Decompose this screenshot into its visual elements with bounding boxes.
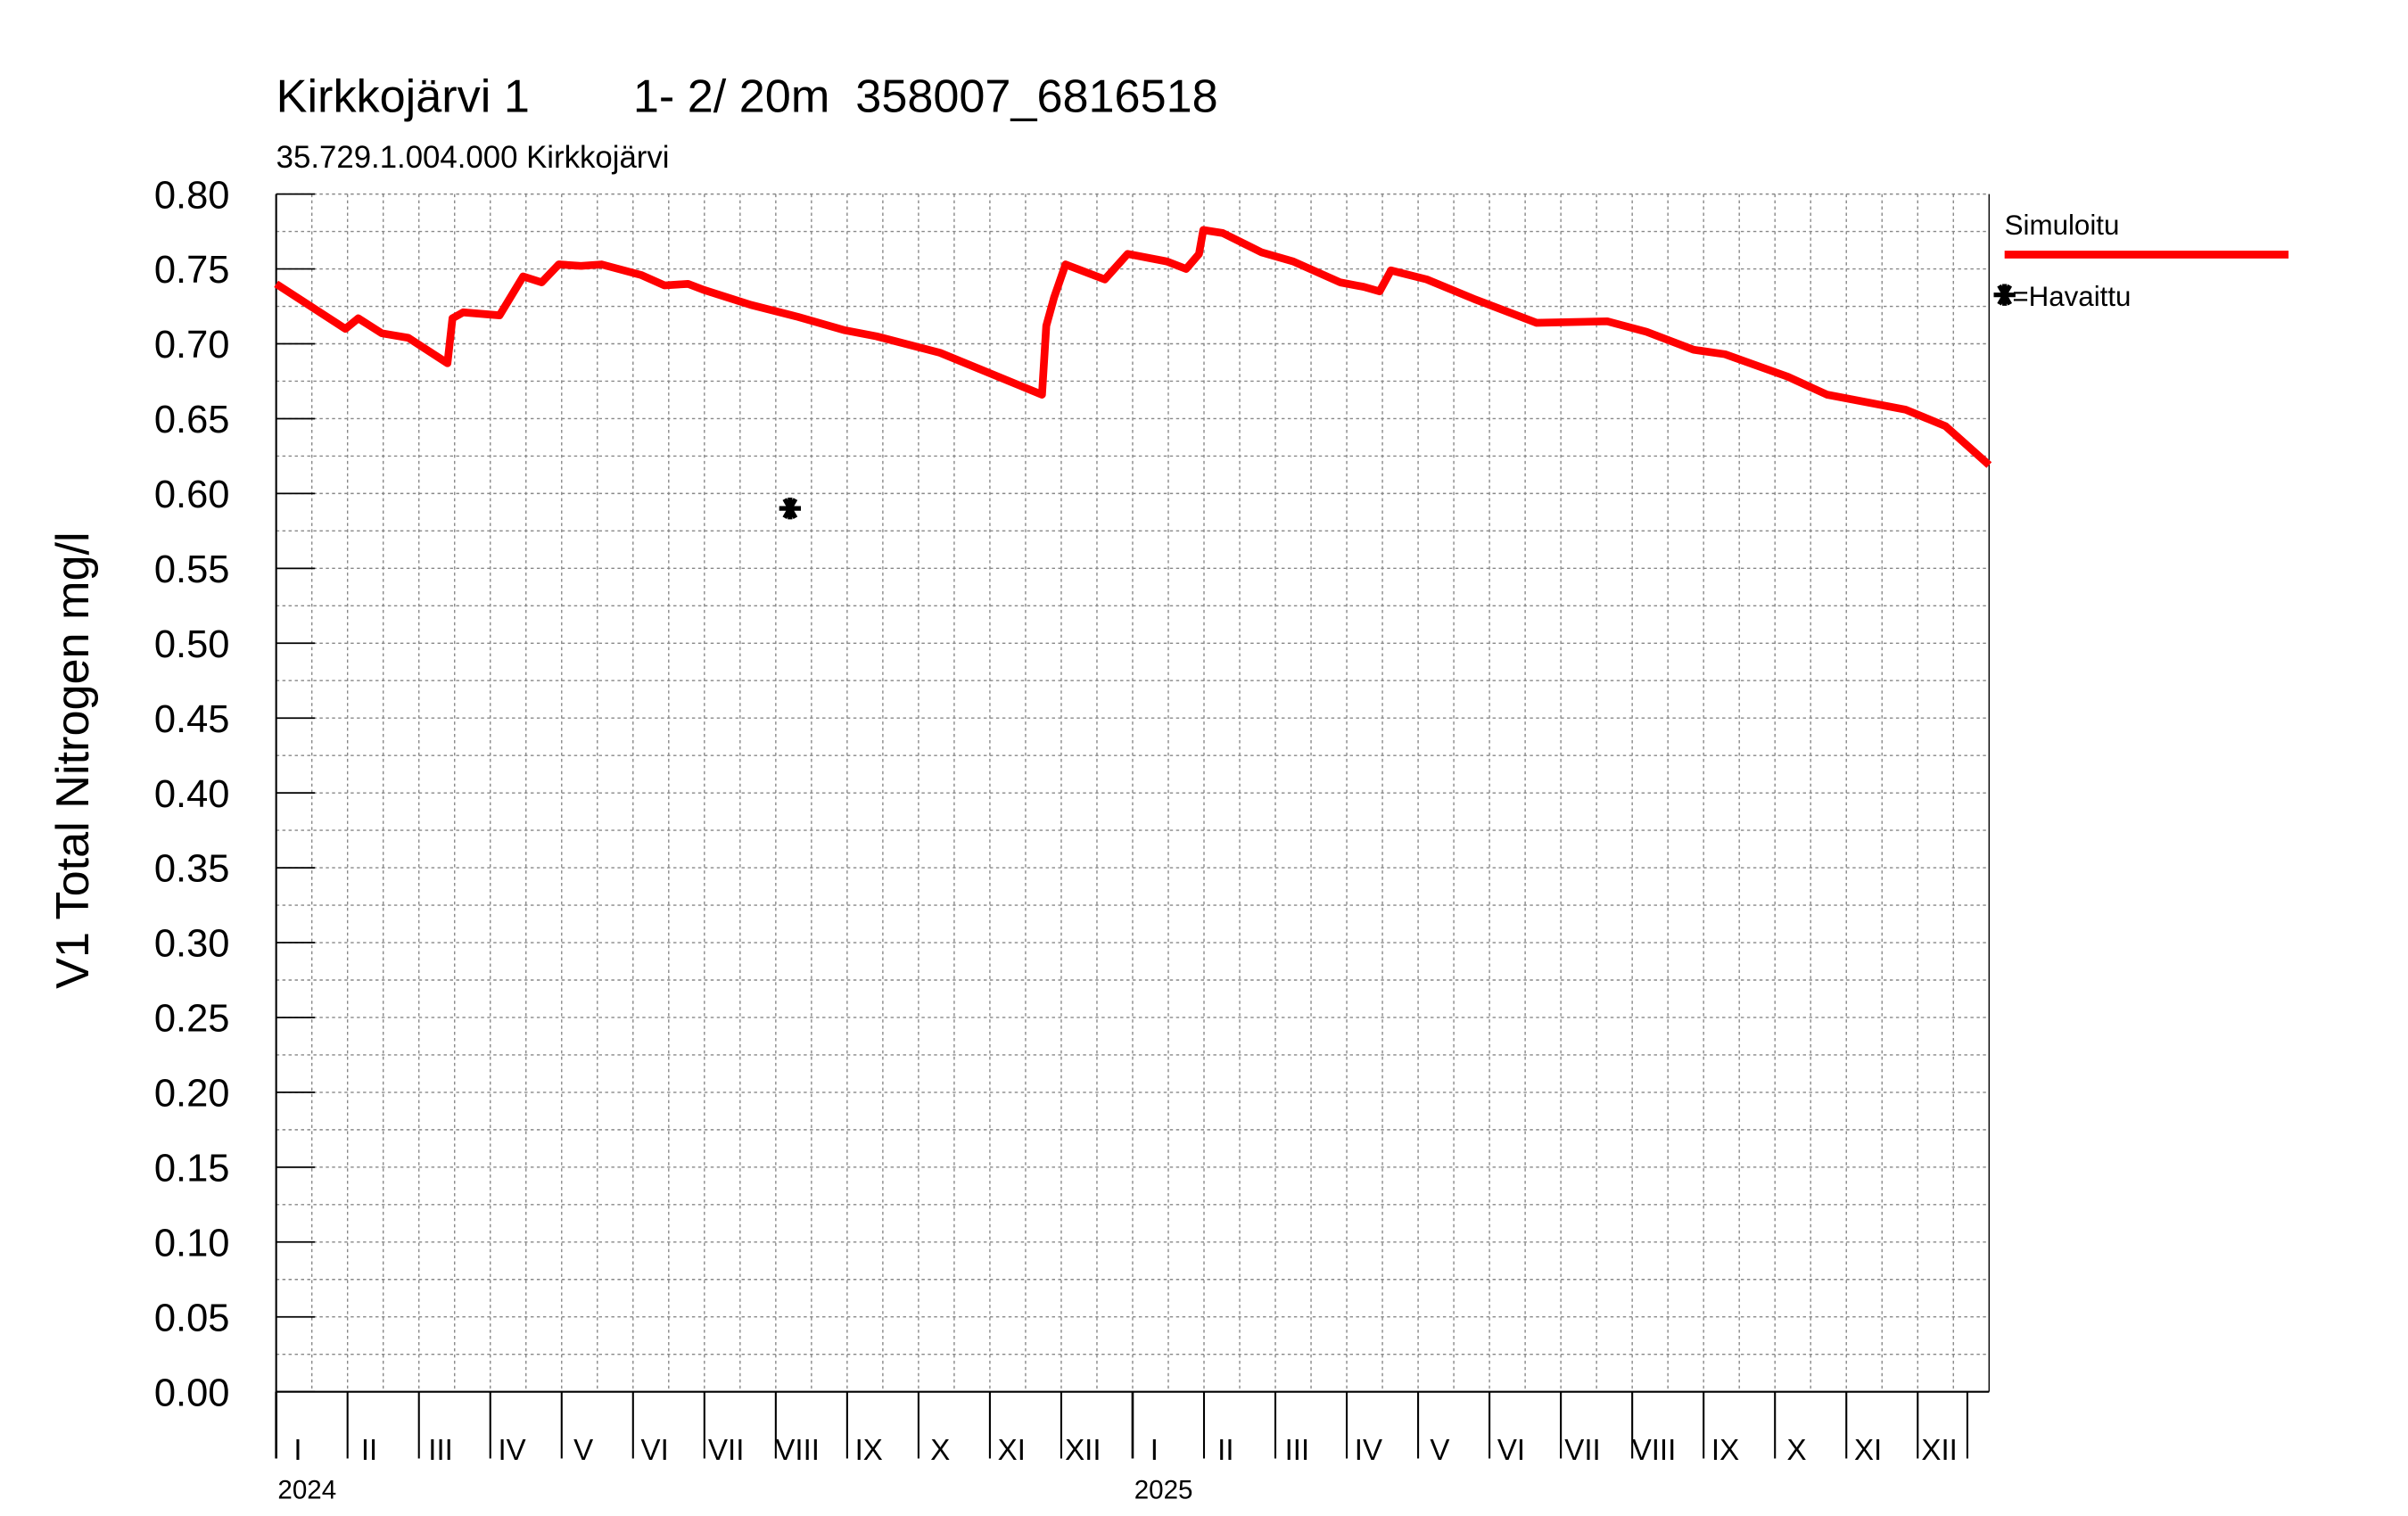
observation-marker [779, 497, 802, 520]
x-tick-label: III [428, 1434, 453, 1467]
y-tick-label: 0.50 [154, 623, 230, 666]
legend-label: Simuloitu [2005, 210, 2120, 241]
y-tick-label: 0.45 [154, 698, 230, 741]
x-tick-label: V [1430, 1434, 1449, 1467]
y-tick-label: 0.70 [154, 324, 230, 367]
x-tick-label: X [930, 1434, 950, 1467]
x-tick-label: XI [1854, 1434, 1882, 1467]
y-tick-label: 0.25 [154, 998, 230, 1041]
y-tick-label: 0.10 [154, 1222, 230, 1265]
y-tick-label: 0.65 [154, 399, 230, 441]
x-tick-label: X [1787, 1434, 1807, 1467]
y-tick-label: 0.35 [154, 848, 230, 891]
y-tick-label: 0.55 [154, 548, 230, 591]
y-axis-label: V1 Total Nitrogen mg/l [47, 531, 99, 988]
year-label: 2025 [1134, 1476, 1193, 1505]
x-tick-label: II [361, 1434, 377, 1467]
series-line [274, 226, 1992, 468]
y-tick-label: 0.20 [154, 1073, 230, 1116]
x-tick-label: IV [1355, 1434, 1382, 1467]
x-tick-label: V [573, 1434, 593, 1467]
y-tick-label: 0.00 [154, 1372, 230, 1414]
x-tick-label: VII [708, 1434, 744, 1467]
x-tick-label: VII [1564, 1434, 1600, 1467]
y-tick-label: 0.05 [154, 1297, 230, 1339]
x-tick-label: VI [1497, 1434, 1525, 1467]
chart-title: Kirkkojärvi 1 1- 2/ 20m 358007_6816518 [276, 70, 1218, 122]
y-tick-label: 0.40 [154, 773, 230, 816]
x-tick-label: VIII [775, 1434, 820, 1467]
x-tick-label: II [1217, 1434, 1233, 1467]
x-tick-label: I [293, 1434, 301, 1467]
x-tick-label: XII [1921, 1434, 1957, 1467]
chart-subtitle: 35.729.1.004.000 Kirkkojärvi [276, 141, 670, 175]
x-tick-label: I [1150, 1434, 1159, 1467]
x-tick-label: XII [1065, 1434, 1101, 1467]
y-tick-label: 0.75 [154, 249, 230, 292]
x-tick-label: IX [1711, 1434, 1739, 1467]
observation-marker [1993, 284, 2016, 306]
y-tick-label: 0.15 [154, 1148, 230, 1191]
x-tick-label: VI [641, 1434, 669, 1467]
year-label: 2024 [277, 1476, 336, 1505]
x-tick-label: III [1285, 1434, 1310, 1467]
y-tick-label: 0.60 [154, 474, 230, 516]
x-tick-label: IX [855, 1434, 883, 1467]
legend-label: =Havaittu [2012, 281, 2131, 312]
x-tick-label: VIII [1632, 1434, 1677, 1467]
y-tick-label: 0.80 [154, 174, 230, 217]
x-tick-label: XI [998, 1434, 1026, 1467]
x-tick-label: IV [498, 1434, 525, 1467]
y-tick-label: 0.30 [154, 923, 230, 966]
